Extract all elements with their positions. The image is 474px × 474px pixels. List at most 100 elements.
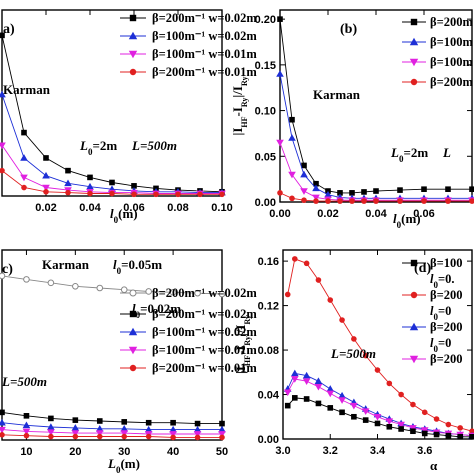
x-tick-label: 30 [118,446,130,458]
data-point [0,167,5,174]
x-tick-label: 3.2 [323,445,338,457]
data-point [361,189,367,195]
x-tick-label: 0.08 [167,202,188,214]
data-point [284,291,291,298]
data-point [351,413,357,420]
data-point [175,191,181,198]
legend-marker [410,78,418,86]
data-point [276,139,284,147]
data-point [445,421,452,428]
data-point [145,433,152,440]
data-point [193,431,202,438]
legend-label: β=100 [430,256,462,270]
data-point [397,198,403,204]
data-point [194,289,201,297]
legend-marker [409,322,419,331]
data-point [47,279,55,287]
annotation: l0=0.02m [132,301,181,320]
data-point [373,413,382,421]
data-point [219,434,225,441]
data-point [276,70,284,77]
legend-marker [409,355,419,364]
data-point [131,191,137,198]
data-point [0,426,6,434]
y-tick-label: 0.12 [258,301,279,313]
data-point [169,431,177,438]
legend-label: β=100m⁻¹ w=0.02m [152,325,257,339]
data-point [96,418,103,424]
data-point [47,423,55,430]
y-tick-label: 0.00 [255,197,276,209]
legend-label: l0=0. [430,272,454,290]
y-tick-label: 0.08 [258,345,279,357]
x-tick-label: 40 [167,446,179,458]
data-point [421,198,427,204]
data-point [339,409,345,416]
data-point [314,377,323,384]
data-point [0,272,6,280]
legend-label: β=200m⁻¹ w=0.02m [152,286,257,300]
data-point [20,154,28,161]
x-axis-label: L0(m) [107,456,140,474]
data-point [312,184,320,192]
data-point [385,418,394,426]
data-point [386,380,393,387]
data-point [337,198,343,204]
series-line-0 [1,275,223,295]
legend-marker [129,364,137,372]
legend-marker [409,37,419,46]
data-point [445,198,451,204]
data-point [315,400,322,407]
legend-label: β=200 [430,288,462,302]
data-point [283,389,292,397]
data-point [361,198,367,204]
data-point [289,195,295,202]
data-point [145,288,152,295]
panel-label: (b) [340,22,357,37]
data-point [374,420,381,427]
data-point [0,142,6,150]
data-point [292,256,298,262]
legend-label: l0=0 [430,336,451,354]
data-point [469,198,474,204]
annotation: L=500m [330,346,376,361]
data-point [193,425,202,433]
data-point [410,401,416,408]
data-point [0,32,5,39]
data-point [421,409,428,416]
data-point [23,276,30,283]
data-point [337,190,343,196]
data-point [121,433,128,440]
data-point [469,433,474,440]
x-tick-label: 0.00 [269,208,290,220]
data-point [409,425,417,432]
legend-marker [410,259,418,267]
data-point [131,183,137,189]
x-tick-label: 0.04 [365,208,387,220]
data-point [96,433,103,440]
data-point [445,186,451,192]
data-point [339,317,345,323]
data-point [374,367,381,373]
series-line-1 [1,411,222,425]
plot-frame [1,249,223,441]
data-point [20,174,28,182]
data-point [218,431,226,438]
data-point [277,190,283,196]
data-point [292,395,298,401]
data-point [361,408,370,416]
data-point [170,434,176,441]
data-point [0,432,5,438]
legend-label: l0=0 [430,304,451,322]
data-point [373,198,379,204]
y-tick-label: 0.05 [255,151,276,163]
data-point [65,189,71,196]
y-tick-label: 0.00 [258,434,279,446]
data-point [43,155,49,161]
data-point [302,371,311,379]
data-point [349,190,355,196]
data-point [86,182,94,190]
data-point [23,413,30,419]
legend-marker [129,289,137,297]
